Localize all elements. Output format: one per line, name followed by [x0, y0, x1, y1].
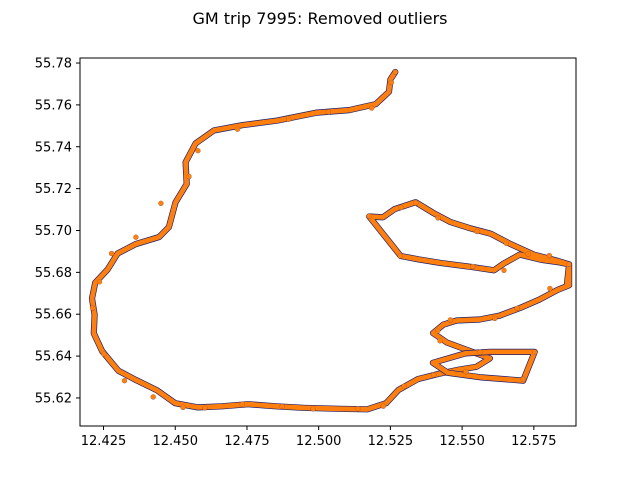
data-point-series-1: [158, 200, 164, 206]
data-point-series-1: [97, 279, 102, 285]
x-tick-label: 12.450: [152, 434, 198, 449]
data-point-series-1: [90, 305, 96, 311]
data-point-series-1: [525, 251, 531, 257]
data-point-series-1: [566, 261, 572, 267]
data-point-series-1: [398, 205, 404, 210]
data-point-series-1: [195, 148, 201, 154]
y-tick-label: 55.66: [35, 308, 72, 323]
data-point-series-1: [413, 200, 419, 206]
x-tick-label: 12.575: [511, 434, 557, 449]
data-point-series-1: [133, 234, 139, 240]
data-point-series-1: [325, 109, 331, 115]
data-point-series-1: [388, 80, 394, 85]
data-point-series-1: [366, 213, 372, 219]
data-point-series-1: [235, 126, 240, 132]
data-point-series-1: [437, 338, 443, 344]
data-point-series-1: [401, 383, 407, 389]
data-point-series-1: [431, 372, 437, 378]
x-tick-label: 12.475: [224, 434, 270, 449]
y-tick-label: 55.78: [35, 57, 72, 72]
data-point-series-1: [474, 229, 480, 234]
data-point-series-1: [532, 349, 538, 355]
x-axis: 12.425 12.450 12.475 12.500 12.525 12.550 12.5…: [81, 426, 557, 449]
y-tick-label: 55.76: [35, 98, 72, 113]
data-point-series-1: [180, 404, 186, 410]
gps-points: [90, 69, 572, 412]
data-point-series-1: [380, 403, 386, 409]
data-point-series-1: [392, 69, 398, 75]
data-point-series-1: [501, 267, 507, 273]
chart-title: GM trip 7995: Removed outliers: [192, 9, 447, 28]
data-point-series-1: [447, 317, 453, 323]
data-point-series-1: [547, 286, 553, 291]
x-tick-label: 12.525: [368, 434, 414, 449]
x-tick-label: 12.425: [81, 434, 127, 449]
y-tick-label: 55.62: [35, 391, 72, 406]
data-point-series-1: [492, 315, 498, 321]
data-point-series-1: [520, 376, 526, 382]
x-tick-label: 12.550: [439, 434, 485, 449]
data-point-series-1: [310, 406, 316, 412]
data-point-series-1: [477, 349, 483, 355]
data-point-series-1: [202, 405, 208, 411]
y-tick-label: 55.70: [35, 224, 72, 239]
y-tick-label: 55.74: [35, 140, 72, 155]
data-point-series-1: [150, 394, 156, 400]
y-axis: 55.62 55.64 55.66 55.68 55.70 55.72 55.74 55.76…: [35, 57, 80, 406]
data-point-series-1: [355, 406, 361, 412]
data-point-series-1: [101, 351, 107, 357]
data-point-series-1: [122, 378, 127, 384]
data-point-series-1: [503, 240, 509, 246]
data-point-series-1: [435, 215, 441, 221]
y-tick-label: 55.72: [35, 182, 72, 197]
data-point-series-1: [397, 253, 403, 259]
data-point-series-1: [239, 401, 245, 407]
data-point-series-1: [369, 105, 375, 111]
route-line-loop: [430, 349, 538, 383]
y-tick-label: 55.64: [35, 350, 72, 365]
data-point-series-1: [470, 264, 476, 269]
y-tick-label: 55.68: [35, 266, 72, 281]
data-point-series-1: [435, 328, 441, 334]
data-point-series-1: [546, 253, 552, 259]
data-point-series-1: [463, 369, 469, 375]
data-point-series-1: [186, 174, 192, 179]
plot-area: [79, 57, 577, 427]
data-point-series-1: [286, 116, 292, 122]
x-tick-label: 12.500: [296, 434, 342, 449]
data-point-series-1: [109, 251, 115, 256]
data-point-series-1: [514, 305, 520, 311]
data-point-series-1: [279, 404, 285, 409]
route-track: [88, 68, 573, 413]
